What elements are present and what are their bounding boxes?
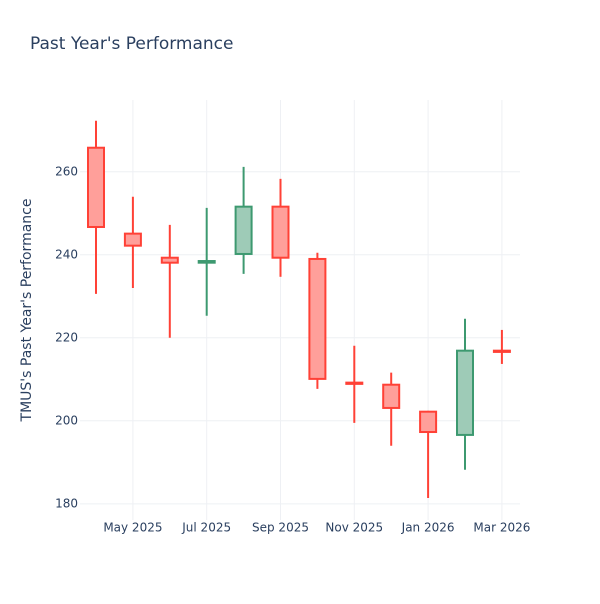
x-tick-label: Nov 2025: [325, 521, 383, 535]
candle-body: [345, 381, 364, 385]
candle-body: [197, 260, 216, 264]
x-tick-label: May 2025: [103, 521, 162, 535]
x-tick-label: Jan 2026: [401, 521, 455, 535]
candle-body: [456, 349, 474, 436]
candle-body: [308, 257, 327, 380]
chart-title: Past Year's Performance: [30, 34, 234, 54]
x-tick-label: Mar 2026: [473, 521, 530, 535]
y-tick-label: 200: [55, 413, 78, 427]
candle-body: [271, 205, 290, 259]
candle-body: [123, 232, 142, 247]
y-tick-label: 260: [55, 164, 78, 178]
y-tick-label: 240: [55, 247, 78, 261]
x-tick-label: Jul 2025: [181, 521, 231, 535]
x-tick-label: Sep 2025: [252, 521, 309, 535]
candle-body: [492, 349, 511, 353]
candle-body: [160, 256, 179, 264]
y-tick-label: 180: [55, 496, 78, 510]
y-tick-label: 220: [55, 330, 78, 344]
y-axis-label: TMUS's Past Year's Performance: [19, 199, 35, 423]
candle-body: [234, 205, 253, 255]
candle-body: [382, 383, 401, 409]
candle-body: [87, 146, 105, 228]
candle-body: [419, 410, 438, 434]
